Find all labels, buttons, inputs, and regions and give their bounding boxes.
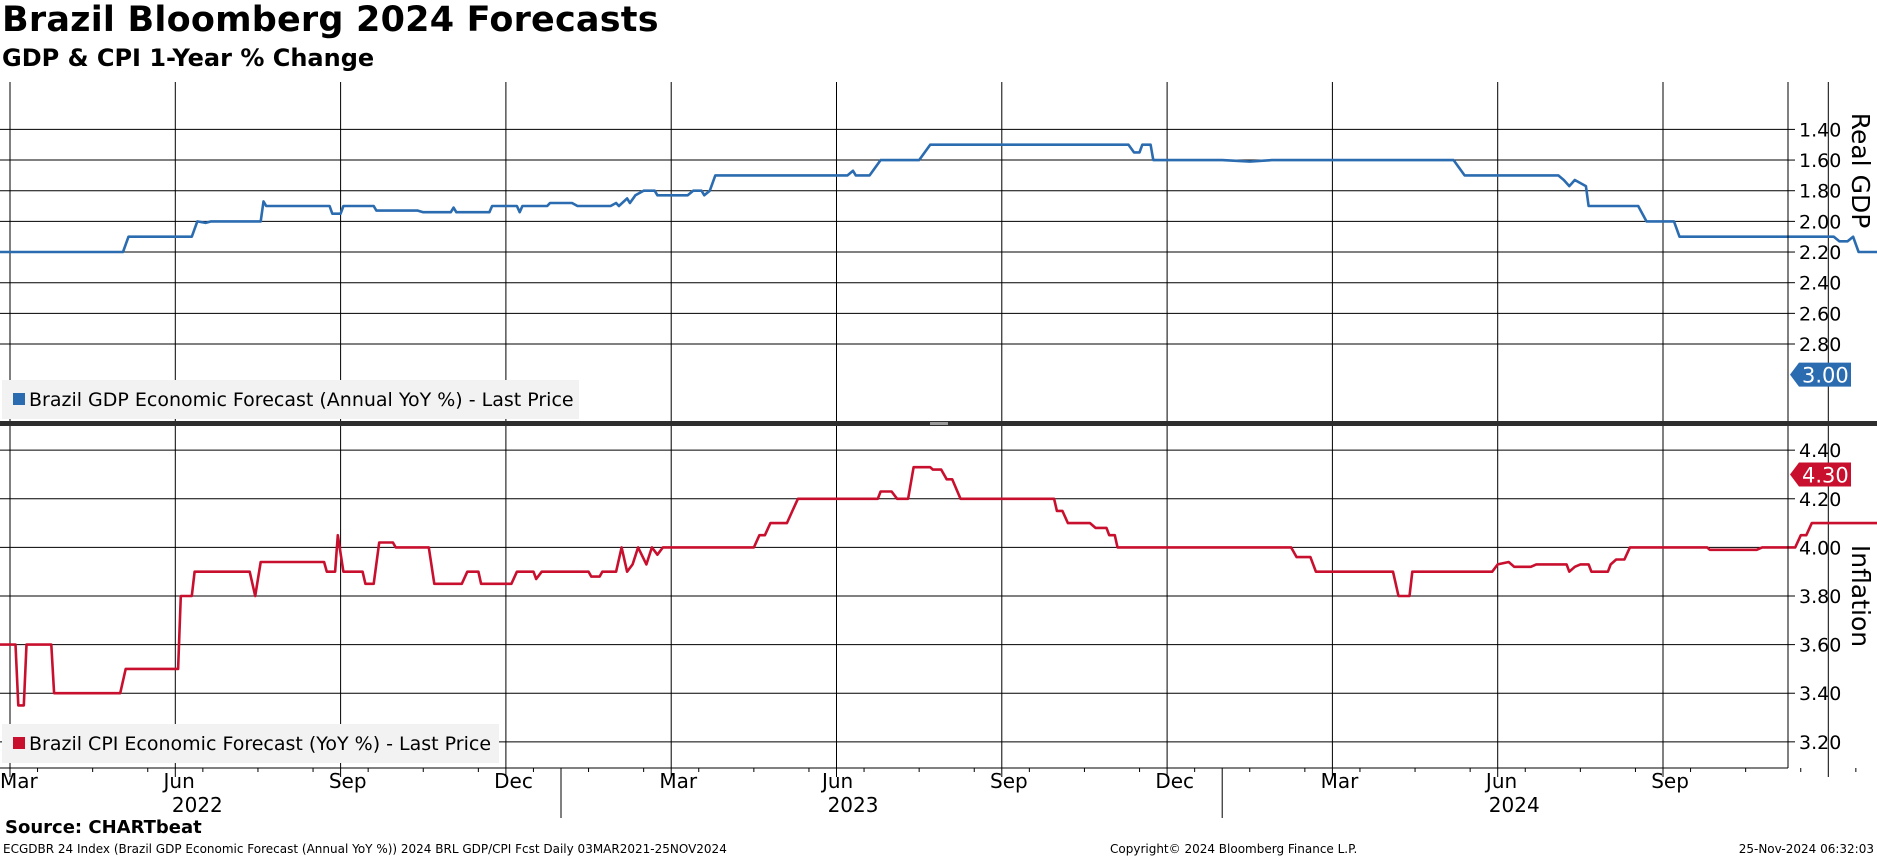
- panel-resize-handle: [930, 422, 948, 425]
- y-tick-label: 1.60: [1799, 150, 1841, 172]
- x-month-label: Mar: [1321, 769, 1360, 793]
- chart-area: 1.40 1.60 1.80 2.00 2.20 2.40 2.60 2.80 3.00 Real…: [0, 82, 1877, 818]
- y-tick-label: 2.80: [1799, 334, 1841, 356]
- y-tick-label: 4.20: [1799, 489, 1841, 511]
- y-tick-label: 2.40: [1799, 273, 1841, 295]
- y-tick-label: 4.40: [1799, 440, 1841, 462]
- y-tick-label: 3.80: [1799, 586, 1841, 608]
- cpi-panel-group: 3.20 3.40 3.60 3.80 4.00 4.20 4.404.30 Inflatio…: [0, 426, 1877, 768]
- x-month-label: Sep: [329, 769, 367, 793]
- legend-box: [2, 380, 579, 419]
- legend-label: Brazil CPI Economic Forecast (YoY %) - L…: [29, 733, 491, 755]
- y-axis-title: Real GDP: [1846, 113, 1875, 229]
- x-year-label: 2022: [172, 793, 223, 817]
- x-month-label: Jun: [162, 769, 195, 793]
- last-price-value: 3.00: [1802, 364, 1849, 388]
- legend-box: [2, 724, 499, 763]
- chart-title: Brazil Bloomberg 2024 Forecasts: [2, 0, 659, 40]
- cpi-panel-series-line: [0, 465, 1877, 707]
- y-tick-label: 4.00: [1799, 537, 1841, 559]
- x-month-label: Jun: [1484, 769, 1517, 793]
- footer-ticker-description: ECGDBR 24 Index (Brazil GDP Economic For…: [3, 842, 727, 856]
- footer-timestamp: 25-Nov-2024 06:32:03: [1738, 842, 1874, 856]
- y-tick-label: 3.60: [1799, 635, 1841, 657]
- x-year-label: 2023: [828, 793, 879, 817]
- gdp-panel-group: 1.40 1.60 1.80 2.00 2.20 2.40 2.60 2.80 3.00 Real…: [0, 82, 1877, 423]
- chart-subtitle: GDP & CPI 1-Year % Change: [2, 44, 375, 72]
- y-tick-label: 1.40: [1799, 119, 1841, 141]
- x-month-label: Sep: [990, 769, 1028, 793]
- legend-swatch: [13, 393, 25, 405]
- x-month-label: Mar: [659, 769, 698, 793]
- source-note: Source: CHARTbeat: [5, 817, 202, 838]
- y-tick-label: 3.40: [1799, 683, 1841, 705]
- last-price-value: 4.30: [1802, 463, 1849, 487]
- x-month-label: Mar: [0, 769, 39, 793]
- legend-label: Brazil GDP Economic Forecast (Annual YoY…: [29, 389, 574, 411]
- x-month-label: Dec: [494, 769, 533, 793]
- y-tick-label: 2.00: [1799, 211, 1841, 233]
- last-price-tag: [1790, 362, 1851, 387]
- x-month-label: Dec: [1155, 769, 1194, 793]
- y-tick-label: 2.60: [1799, 303, 1841, 325]
- y-tick-label: 1.80: [1799, 181, 1841, 203]
- x-year-label: 2024: [1489, 793, 1540, 817]
- gdp-panel-series-line: [0, 143, 1877, 254]
- x-month-label: Jun: [820, 769, 853, 793]
- y-tick-label: 3.20: [1799, 732, 1841, 754]
- last-price-tag: [1790, 462, 1851, 487]
- footer-copyright: Copyright© 2024 Bloomberg Finance L.P.: [1110, 842, 1358, 856]
- y-axis-title: Inflation: [1846, 545, 1875, 647]
- y-tick-label: 2.20: [1799, 242, 1841, 264]
- x-month-label: Sep: [1651, 769, 1689, 793]
- legend-swatch: [13, 737, 25, 749]
